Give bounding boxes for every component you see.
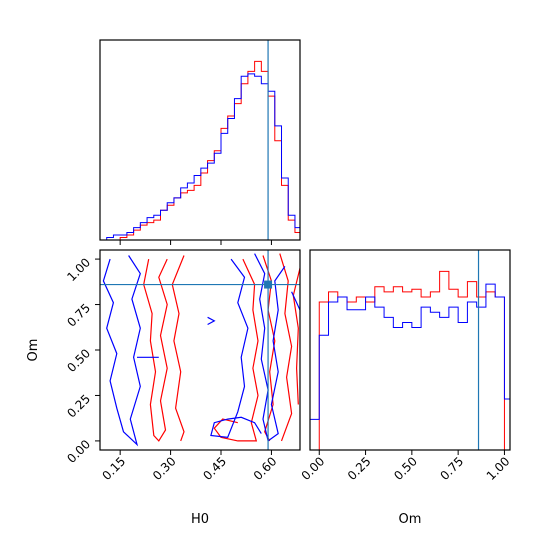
x-axis-label-h0: H0 [191, 512, 209, 527]
om-y-tick-label: 0.25 [64, 392, 93, 421]
red-contour-0 [143, 258, 168, 442]
h0-x-tick-label: 0.45 [200, 454, 229, 483]
om-histogram-red-0 [310, 270, 510, 451]
joint-contour-panel: 0.15 0.30 0.45 0.60 0.00 0.25 0.50 0.75 1.00 H0… [26, 249, 301, 527]
h0-x-tick-label: 0.60 [251, 454, 280, 483]
red-contour-5 [292, 268, 300, 405]
om-x-tick-label: 1.00 [484, 454, 513, 483]
om-x-tick-label: 0.00 [299, 454, 328, 483]
blue-contour-4 [291, 291, 300, 311]
h0-histogram-blue-1 [100, 73, 301, 241]
y-axis-label-om: Om [26, 339, 41, 362]
h0-marginal-frame [99, 39, 301, 241]
om-marginal-panel: 0.00 0.25 0.50 0.75 1.00 Om [299, 249, 513, 527]
h0-x-tick-label: 0.30 [150, 454, 179, 483]
h0-histogram-red-0 [100, 60, 301, 241]
om-marginal-frame [309, 249, 511, 451]
blue-contour-2 [210, 258, 262, 438]
h0-marginal-panel [99, 39, 301, 241]
om-histogram-blue-1 [309, 283, 511, 450]
blue-contour-0 [102, 255, 141, 447]
om-y-tick-label: 1.00 [64, 255, 93, 284]
om-x-tick-label: 0.50 [391, 454, 420, 483]
red-contour-4 [279, 253, 293, 442]
h0-x-tick-label: 0.15 [99, 454, 128, 483]
blue-contour-5 [207, 316, 216, 326]
om-x-tick-label: 0.25 [345, 454, 374, 483]
red-contour-2 [213, 258, 259, 442]
red-contour-1 [171, 255, 185, 442]
om-y-tick-label: 0.75 [64, 301, 93, 330]
om-y-tick-label: 0.50 [64, 346, 93, 375]
om-y-tick-label: 0.00 [64, 437, 93, 466]
x-axis-label-om: Om [399, 512, 422, 527]
om-x-tick-label: 0.75 [437, 454, 466, 483]
joint-truth-marker [264, 280, 273, 289]
